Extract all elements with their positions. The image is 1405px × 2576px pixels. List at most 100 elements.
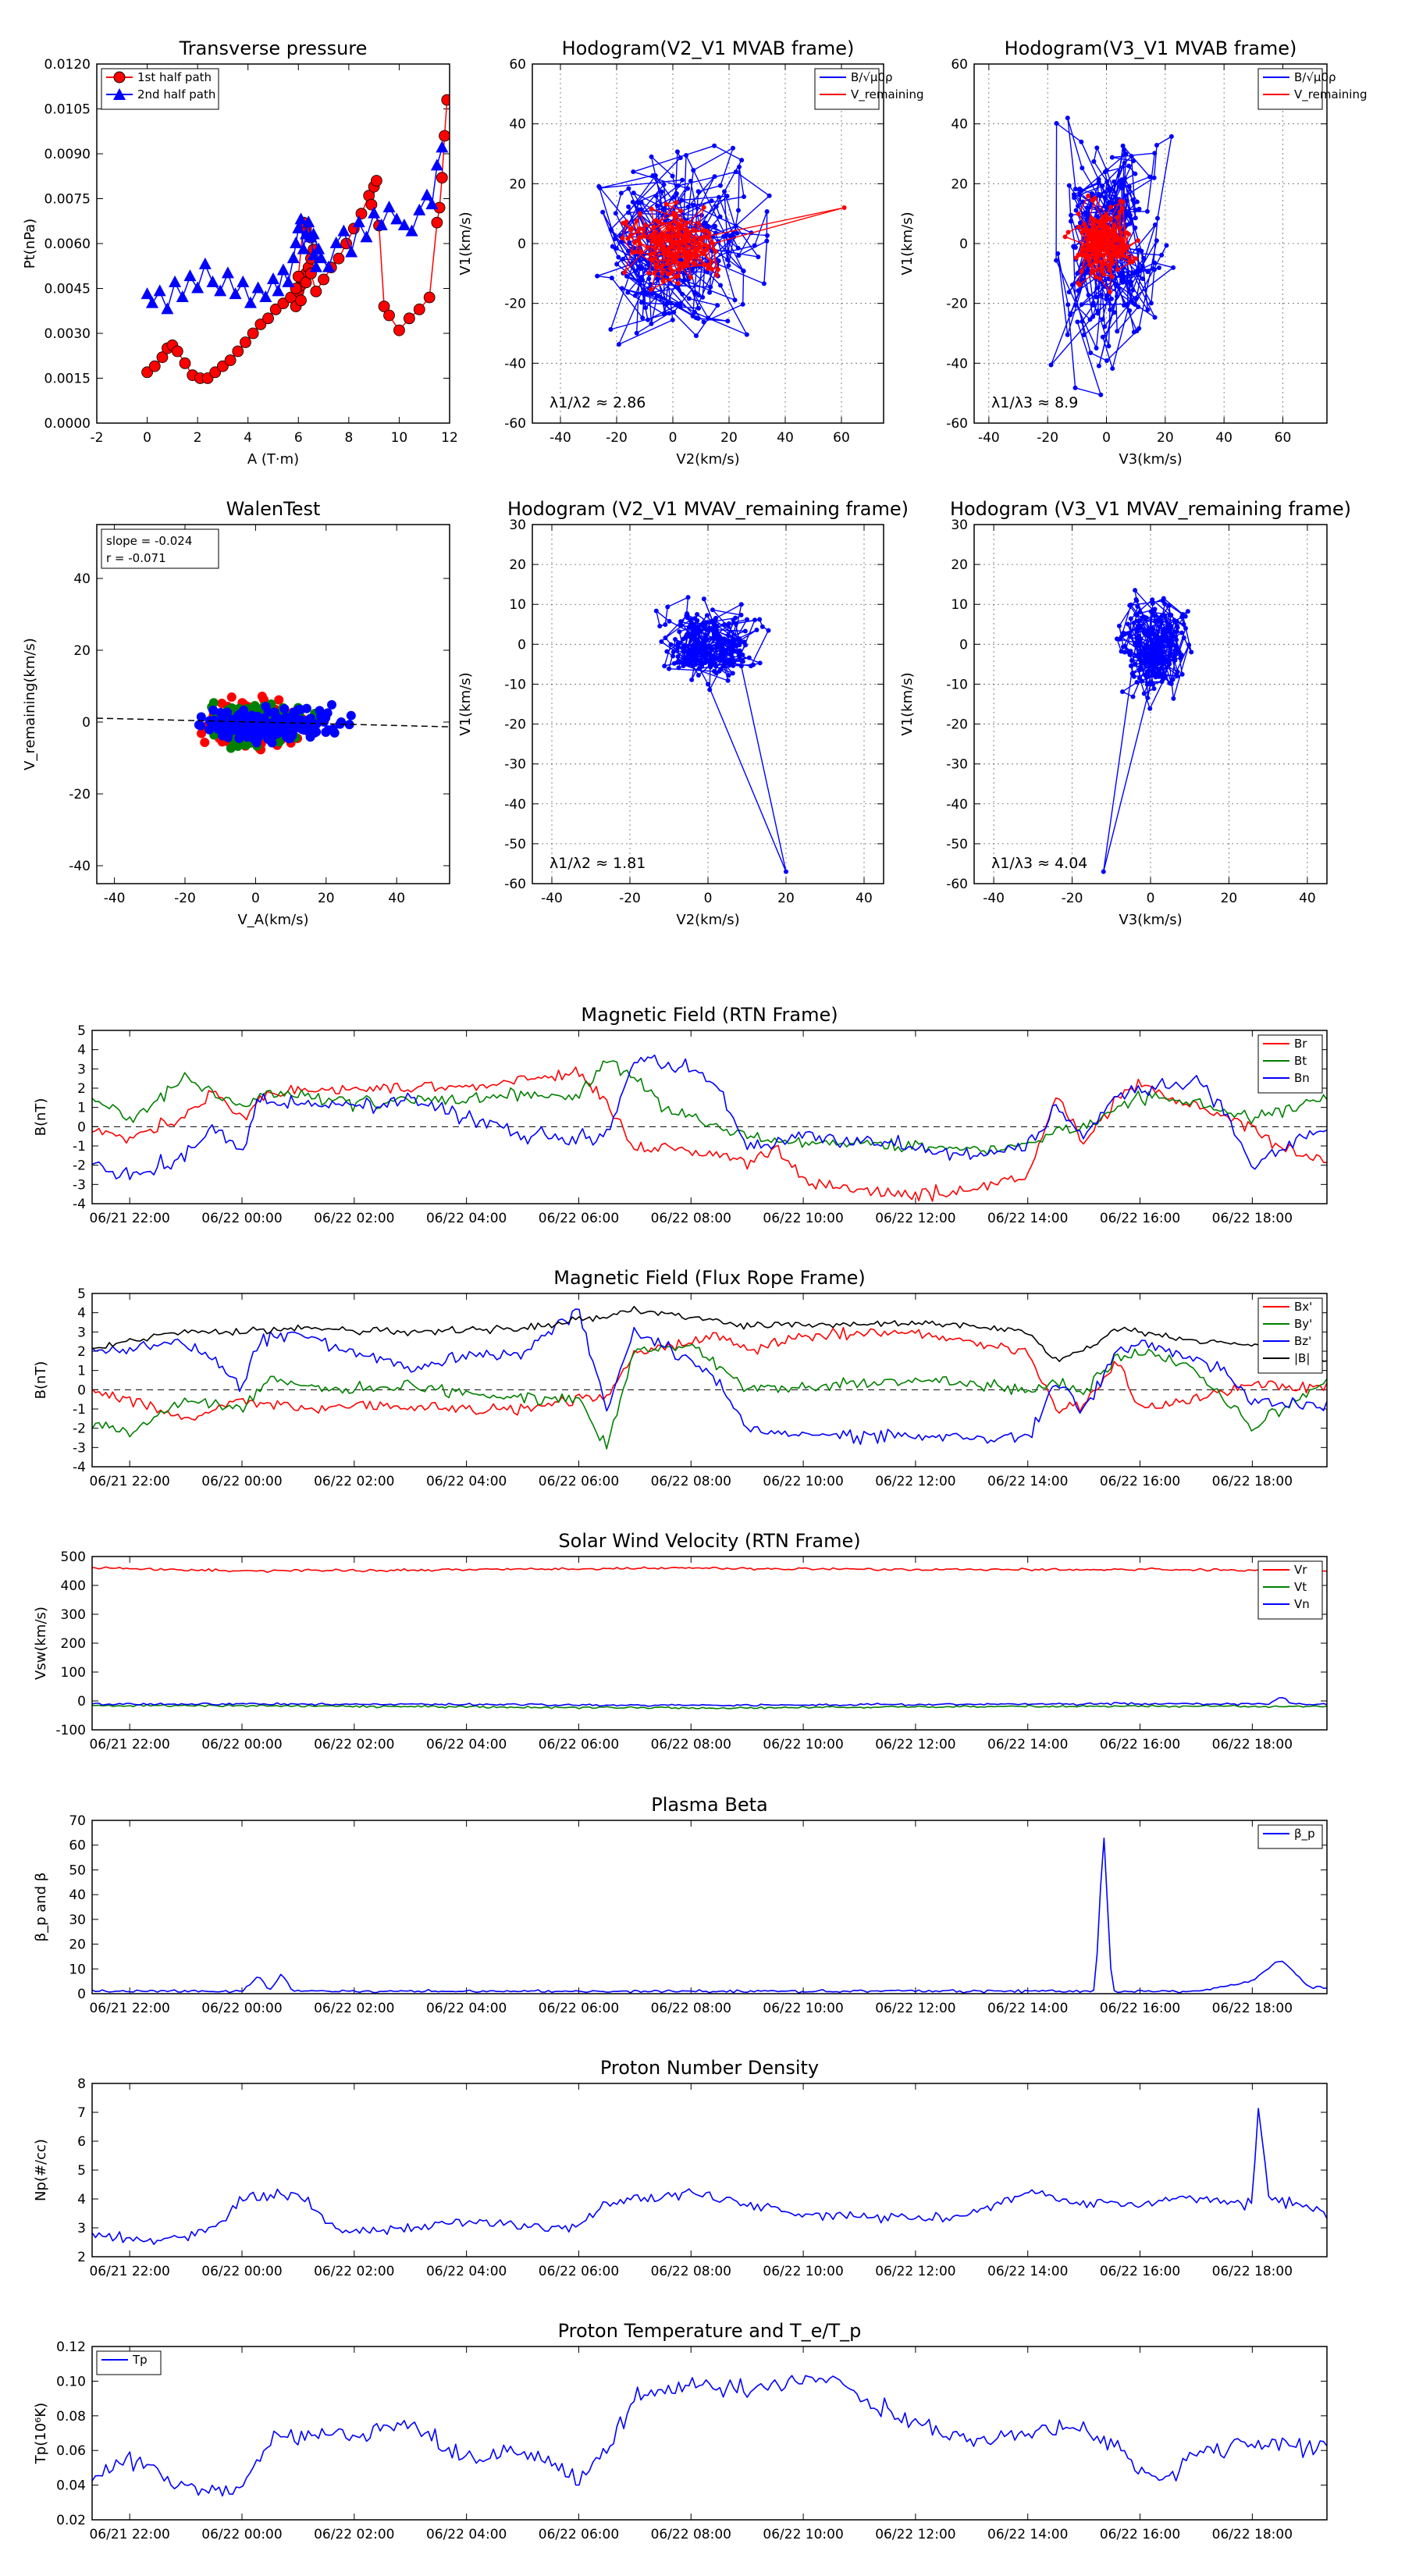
data-point <box>1136 326 1142 331</box>
data-point <box>706 681 710 687</box>
plot-frame <box>91 1030 1328 1204</box>
stats-box-frame <box>101 528 219 569</box>
data-point <box>724 194 730 199</box>
x-axis-label: V2(km/s) <box>676 912 739 928</box>
data-point <box>597 185 603 190</box>
data-point <box>1164 619 1169 624</box>
y-tick-label: 20 <box>69 1937 86 1953</box>
data-point <box>695 316 701 322</box>
data-point <box>1096 191 1101 197</box>
data-point <box>642 233 647 239</box>
data-point <box>738 664 744 669</box>
data-point <box>274 737 284 747</box>
data-point <box>1150 653 1155 659</box>
data-point <box>731 663 736 668</box>
data-point <box>757 617 763 622</box>
eigenvalue-ratio-label: λ1/λ3 ≈ 4.04 <box>991 855 1087 872</box>
series-line <box>92 2108 1327 2245</box>
data-point <box>153 284 166 297</box>
y-tick-label: 0 <box>77 1119 86 1135</box>
x-tick-label: 06/22 00:00 <box>201 2527 282 2542</box>
data-point <box>1166 642 1172 648</box>
data-point <box>1145 307 1151 312</box>
data-point <box>705 269 710 275</box>
legend: 1st half path 2nd half path <box>101 68 219 110</box>
y-tick-label: -4 <box>73 1460 86 1475</box>
data-point <box>1168 612 1174 617</box>
x-tick-label: 20 <box>1157 430 1174 446</box>
data-point <box>352 215 365 228</box>
legend-label: Tp <box>132 2353 148 2367</box>
data-point <box>1090 302 1096 308</box>
series-line <box>92 1054 1327 1180</box>
data-point <box>691 203 696 208</box>
y-tick-label: 0 <box>77 1694 86 1710</box>
data-point <box>1131 329 1136 335</box>
data-point <box>707 650 713 656</box>
data-point <box>724 257 730 262</box>
data-point <box>636 200 642 205</box>
data-point <box>1181 621 1186 627</box>
panel-plasma-beta: Plasma Beta 0 10 20 30 40 50 60 70 06/21 22:00 06/… <box>33 1794 1328 2016</box>
data-point <box>1127 603 1133 608</box>
legend-label: Vn <box>1294 1597 1310 1611</box>
data-point <box>691 168 696 173</box>
data-point <box>680 265 685 270</box>
data-point <box>1186 642 1192 648</box>
legend-box <box>814 68 880 110</box>
data-point <box>688 618 694 624</box>
data-point <box>739 158 745 163</box>
data-point <box>1097 276 1103 282</box>
data-point <box>695 189 701 194</box>
data-point <box>1136 656 1142 662</box>
y-tick-label: 0 <box>77 1382 86 1398</box>
data-point <box>1189 649 1194 655</box>
data-point <box>1120 279 1126 285</box>
data-point <box>696 241 702 247</box>
data-point <box>721 233 727 239</box>
data-point <box>706 315 711 321</box>
data-point <box>651 224 656 229</box>
data-point <box>1128 664 1133 669</box>
x-tick-label: -20 <box>1037 430 1058 446</box>
data-point <box>737 164 742 169</box>
data-point <box>390 212 404 225</box>
data-point <box>680 237 685 243</box>
data-point <box>1124 197 1129 203</box>
data-point <box>1144 672 1150 678</box>
data-point <box>1136 304 1141 310</box>
data-point <box>624 273 629 279</box>
x-tick-label: -40 <box>978 430 1000 446</box>
legend-marker <box>113 88 126 100</box>
data-point <box>1136 206 1142 212</box>
data-point <box>1158 666 1164 671</box>
plot-area <box>974 64 1327 423</box>
legend-box <box>1257 1560 1323 1620</box>
data-point <box>1097 244 1102 249</box>
data-point <box>161 302 174 315</box>
data-point <box>725 318 731 324</box>
data-point <box>1120 240 1126 246</box>
y-tick-label: -3 <box>73 1440 86 1456</box>
data-point <box>1122 303 1127 308</box>
data-point <box>201 372 214 384</box>
data-point <box>685 631 691 636</box>
data-point <box>701 319 706 325</box>
data-point <box>1148 609 1154 614</box>
data-point <box>616 342 621 347</box>
data-point <box>1144 659 1149 664</box>
y-tick-label: 200 <box>61 1636 86 1652</box>
data-point <box>156 351 169 364</box>
y-tick-label: 0.08 <box>56 2409 86 2425</box>
chart-title: Magnetic Field (Flux Rope Frame) <box>553 1267 865 1289</box>
chart-title: Solar Wind Velocity (RTN Frame) <box>558 1530 860 1552</box>
data-point <box>1081 333 1087 338</box>
data-point <box>1104 294 1109 299</box>
data-point <box>1105 237 1111 242</box>
y-tick-label: 40 <box>951 117 968 133</box>
x-tick-label: 20 <box>777 891 795 906</box>
data-point <box>717 183 723 188</box>
data-point <box>670 194 676 200</box>
y-axis-label: V1(km/s) <box>899 212 916 275</box>
data-point <box>683 228 688 233</box>
